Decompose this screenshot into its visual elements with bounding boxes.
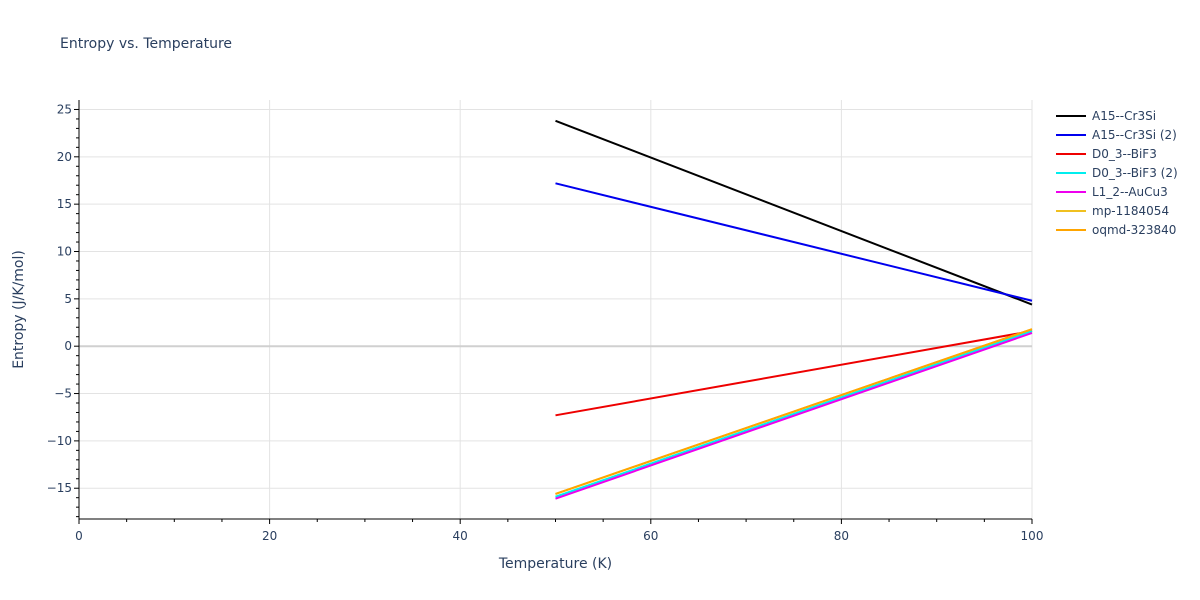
series-line[interactable] [555,119,1033,306]
series-line[interactable] [555,330,1033,417]
legend-swatch-icon [1056,152,1086,155]
x-tick-label: 20 [262,529,277,543]
legend-item[interactable]: A15--Cr3Si [1056,106,1178,125]
y-tick-label: 20 [57,150,72,164]
x-tick-label: 40 [453,529,468,543]
x-tick-label: 0 [75,529,83,543]
x-tick-label: 60 [643,529,658,543]
y-tick-label: −15 [47,481,72,495]
legend-label: A15--Cr3Si (2) [1092,127,1177,142]
y-tick-label: 5 [64,292,72,306]
y-axis-title: Entropy (J/K/mol) [11,250,27,369]
legend: A15--Cr3Si A15--Cr3Si (2) D0_3--BiF3 D0_3--… [1056,106,1178,239]
legend-label: mp-1184054 [1092,203,1170,218]
legend-swatch-icon [1056,114,1086,117]
chart-title: Entropy vs. Temperature [60,36,233,52]
legend-label: oqmd-323840 [1092,222,1177,237]
y-tick-label: −5 [54,387,72,401]
legend-swatch-icon [1056,209,1086,212]
series-line[interactable] [555,330,1033,498]
legend-swatch-icon [1056,228,1086,231]
series-line[interactable] [555,182,1033,302]
y-tick-label: 15 [57,197,72,211]
legend-label: L1_2--AuCu3 [1092,184,1168,199]
legend-item[interactable]: D0_3--BiF3 (2) [1056,163,1178,182]
x-axis-title: Temperature (K) [498,556,612,572]
y-tick-label: 25 [57,102,72,116]
legend-swatch-icon [1056,190,1086,193]
y-tick-label: 10 [57,245,72,259]
series-line[interactable] [555,331,1033,500]
legend-item[interactable]: A15--Cr3Si (2) [1056,125,1178,144]
x-tick-label: 100 [1021,529,1044,543]
y-tick-label: 0 [64,339,72,353]
y-tick-label: −10 [47,434,72,448]
x-tick-label: 80 [834,529,849,543]
legend-item[interactable]: L1_2--AuCu3 [1056,182,1178,201]
legend-swatch-icon [1056,171,1086,174]
legend-item[interactable]: D0_3--BiF3 [1056,144,1178,163]
legend-label: D0_3--BiF3 (2) [1092,165,1178,180]
series-line[interactable] [555,328,1033,495]
legend-item[interactable]: oqmd-323840 [1056,220,1178,239]
legend-label: A15--Cr3Si [1092,108,1157,123]
legend-label: D0_3--BiF3 [1092,146,1157,161]
legend-swatch-icon [1056,133,1086,136]
legend-item[interactable]: mp-1184054 [1056,201,1178,220]
